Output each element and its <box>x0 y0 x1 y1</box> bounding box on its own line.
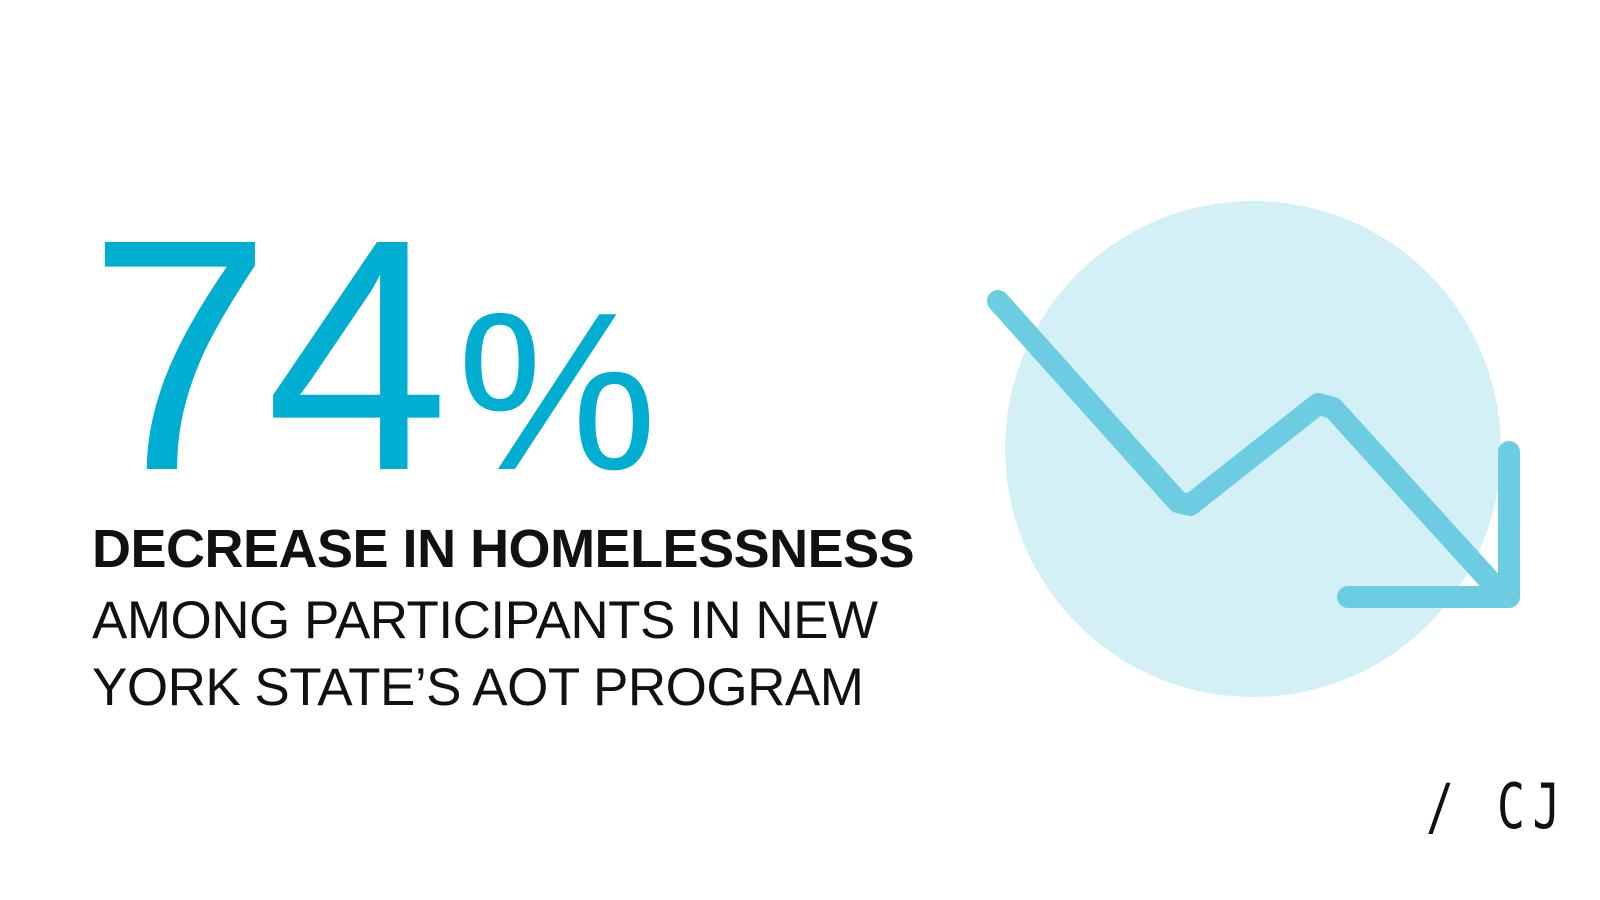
logo: / CJ <box>1426 770 1568 843</box>
stat-unit: % <box>457 265 658 517</box>
headline-text: DECREASE IN HOMELESSNESS <box>92 519 915 579</box>
stat-number: 74 <box>88 170 449 539</box>
trend-arrow-head <box>1337 441 1520 608</box>
description-line: YORK STATE’S AOT PROGRAM <box>92 658 864 717</box>
trend-arrow-line <box>987 290 1511 603</box>
headline-stat: 74% <box>88 190 657 520</box>
description-line: AMONG PARTICIPANTS IN NEW <box>92 591 878 650</box>
